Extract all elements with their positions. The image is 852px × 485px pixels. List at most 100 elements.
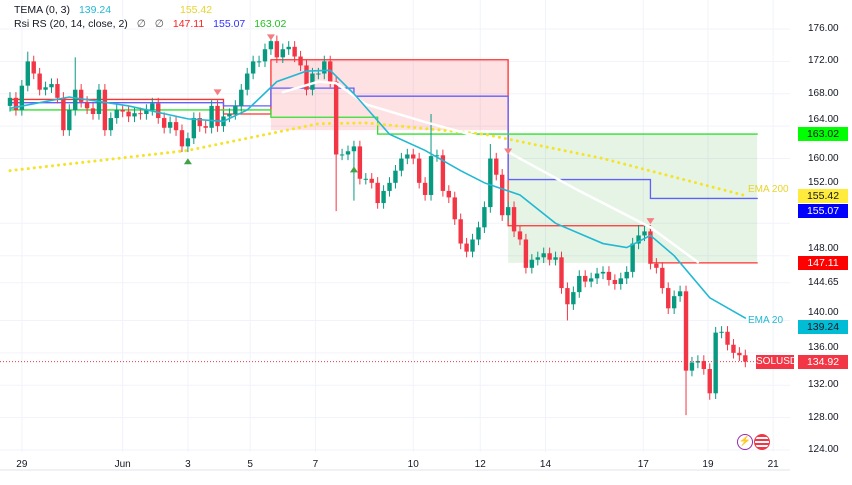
candle-body bbox=[541, 253, 546, 258]
price-badge: 155.42 bbox=[798, 188, 848, 203]
candle-body bbox=[150, 103, 155, 110]
candle-body bbox=[156, 103, 161, 119]
candle-body bbox=[399, 158, 404, 171]
ema200-label: EMA 200 bbox=[748, 184, 789, 195]
candle-body bbox=[553, 257, 558, 260]
candle-body bbox=[446, 190, 452, 198]
candle-body bbox=[416, 158, 422, 183]
price-tick-label: 144.65 bbox=[808, 276, 839, 288]
buy-signal-icon bbox=[349, 166, 358, 173]
lightning-event-icon[interactable]: ⚡ bbox=[737, 434, 753, 450]
price-tick-label: 148.00 bbox=[808, 242, 839, 254]
price-tick-label: 164.00 bbox=[808, 114, 839, 126]
candle-body bbox=[648, 231, 653, 264]
candle-body bbox=[227, 114, 232, 117]
candle-body bbox=[239, 89, 244, 106]
candle-body bbox=[78, 89, 84, 102]
candle-body bbox=[743, 355, 748, 362]
tema-value-1: 139.24 bbox=[78, 4, 112, 16]
candle-body bbox=[138, 113, 143, 115]
candle-body bbox=[84, 101, 90, 109]
candle-body bbox=[245, 73, 250, 90]
rs-blue-line bbox=[9, 87, 758, 200]
candle-body bbox=[209, 105, 214, 128]
date-tick-label: 19 bbox=[702, 459, 714, 470]
candle-body bbox=[422, 182, 428, 195]
price-tick-label: 132.00 bbox=[808, 379, 839, 391]
candle-body bbox=[666, 288, 671, 309]
candle-body bbox=[630, 243, 635, 272]
price-badge: 139.24 bbox=[798, 319, 848, 334]
date-tick-label: 3 bbox=[185, 459, 191, 470]
candle-body bbox=[268, 41, 274, 50]
candle-body bbox=[126, 111, 131, 117]
candle-body bbox=[310, 73, 315, 90]
price-badge: 134.92 bbox=[798, 354, 848, 369]
candle-body bbox=[606, 271, 612, 280]
candle-body bbox=[517, 231, 523, 240]
candle-body bbox=[701, 360, 707, 370]
candle-body bbox=[262, 49, 268, 62]
candle-body bbox=[725, 331, 730, 345]
candle-body bbox=[464, 243, 469, 252]
candle-body bbox=[120, 109, 125, 112]
candle-body bbox=[357, 146, 363, 179]
candle-body bbox=[25, 61, 30, 86]
ema200-line bbox=[8, 121, 747, 198]
price-tick-label: 176.00 bbox=[808, 23, 839, 34]
candle-body bbox=[458, 219, 463, 244]
us-flag-event-icon[interactable] bbox=[754, 434, 770, 450]
candle-body bbox=[90, 108, 96, 115]
candle-body bbox=[256, 61, 262, 63]
candle-body bbox=[440, 155, 446, 191]
candle-body bbox=[618, 278, 623, 285]
tema-label: TEMA (0, 3) bbox=[14, 4, 71, 16]
candle-body bbox=[559, 257, 564, 289]
candle-body bbox=[31, 61, 36, 74]
candle-body bbox=[322, 61, 327, 74]
date-tick-label: 17 bbox=[637, 459, 649, 470]
candle-body bbox=[108, 118, 114, 131]
candle-body bbox=[304, 65, 309, 90]
candle-body bbox=[292, 46, 297, 57]
buy-signal-icon bbox=[183, 158, 192, 165]
candle-body bbox=[571, 292, 576, 305]
candle-body bbox=[494, 158, 499, 175]
candle-body bbox=[583, 275, 588, 282]
candle-body bbox=[114, 109, 119, 119]
candle-body bbox=[523, 239, 529, 268]
candle-body bbox=[185, 138, 191, 147]
candle-body bbox=[381, 190, 386, 204]
candle-body bbox=[689, 362, 695, 371]
candle-body bbox=[624, 271, 629, 279]
candle-body bbox=[280, 49, 285, 58]
price-tick-label: 140.00 bbox=[808, 306, 839, 318]
sell-signal-icon bbox=[213, 89, 222, 96]
tema-line bbox=[281, 80, 700, 264]
candle-body bbox=[707, 369, 712, 394]
rsi-legend: Rsi RS (20, 14, close, 2) ∅ ∅ 147.11 155… bbox=[14, 18, 292, 30]
candle-body bbox=[654, 263, 659, 268]
candle-body bbox=[298, 56, 303, 66]
candle-body bbox=[351, 146, 357, 152]
price-tick-label: 152.00 bbox=[808, 176, 839, 188]
rs-green-line bbox=[9, 109, 758, 135]
candle-body bbox=[339, 154, 345, 156]
candle-body bbox=[677, 291, 683, 297]
candle-body bbox=[488, 158, 493, 208]
sell-signal-icon bbox=[504, 148, 513, 155]
candle-body bbox=[565, 288, 570, 305]
candle-body bbox=[67, 109, 72, 131]
candle-body bbox=[737, 352, 742, 356]
price-tick-label: 172.00 bbox=[808, 55, 839, 67]
candle-body bbox=[411, 154, 416, 159]
candle-body bbox=[636, 235, 641, 244]
candle-body bbox=[61, 97, 66, 131]
price-tick-label: 160.00 bbox=[808, 152, 839, 164]
candle-body bbox=[233, 105, 238, 115]
candle-body bbox=[55, 84, 60, 98]
date-tick-label: 12 bbox=[474, 459, 486, 470]
candle-body bbox=[161, 118, 167, 128]
date-tick-label: 14 bbox=[539, 459, 552, 470]
